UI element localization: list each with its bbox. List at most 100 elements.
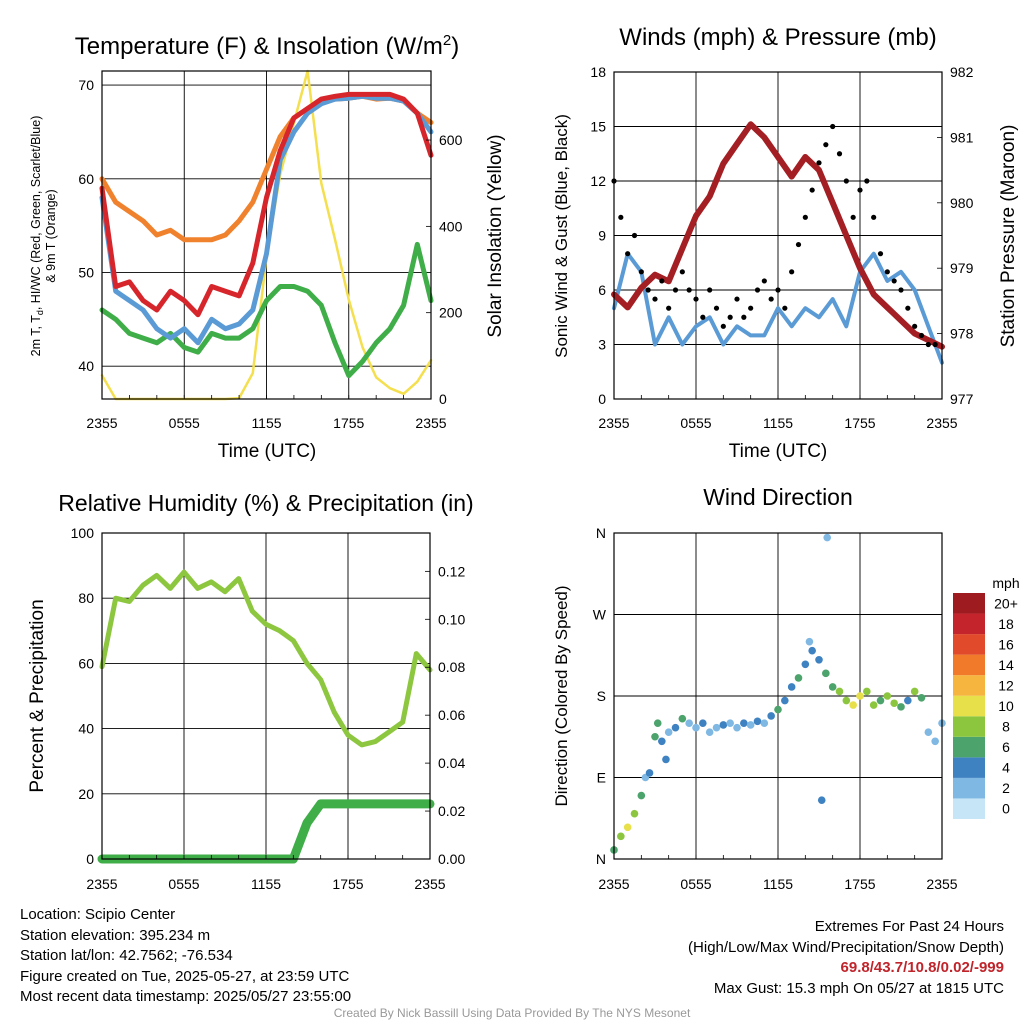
dir-title: Wind Direction [703, 484, 853, 510]
wind-panel: Winds (mph) & Pressure (mb) 2355 0555 1155… [552, 24, 1019, 462]
wind-gust-point [816, 160, 822, 166]
dir-point [653, 719, 662, 727]
temp-gridlines [102, 71, 431, 399]
colorbar-swatch [953, 613, 985, 635]
colorbar-swatch [953, 593, 985, 614]
rh-y2tick-label: 0.02 [438, 803, 465, 819]
dir-xtick-label: 1155 [763, 876, 793, 892]
wind-ytick-label: 0 [598, 391, 606, 407]
wind-gust-point [734, 296, 740, 302]
dir-point [835, 687, 844, 696]
temp-xtick-label: 2355 [86, 415, 117, 431]
dir-point [664, 728, 673, 737]
dir-point [685, 719, 693, 727]
rh-y2tick-label: 0.10 [438, 611, 465, 627]
wind-ytick-label: 15 [590, 119, 606, 135]
colorbar-label: 12 [998, 677, 1014, 693]
wind-gust-point [741, 314, 747, 320]
dir-point [817, 796, 826, 804]
temp-y2tick-label: 400 [439, 218, 463, 234]
rh-y2tick-label: 0.00 [438, 851, 465, 867]
colorbar-swatch [953, 654, 985, 676]
dir-point [637, 791, 646, 800]
wind-y2tick-label: 981 [950, 129, 974, 145]
wind-gust-point [871, 214, 877, 220]
dir-point [645, 769, 654, 777]
dir-point [760, 719, 769, 727]
dir-series [610, 533, 946, 854]
dir-ytick-label: N [596, 851, 606, 867]
colorbar-swatch [953, 675, 985, 696]
colorbar-title: mph [992, 575, 1019, 591]
extremes-info: Extremes For Past 24 Hours (High/Low/Max… [688, 917, 1004, 999]
wind-xtick-label: 0555 [680, 415, 711, 431]
wind-ytick-label: 3 [598, 337, 606, 353]
wind-ytick-label: 18 [590, 64, 606, 80]
dir-point [746, 721, 755, 729]
temp-series [99, 69, 434, 401]
wind-gust-point [768, 296, 774, 302]
colorbar: 0 2 4 6 8 10 12 14 16 18 20+ [953, 593, 1018, 819]
dir-xtick-label: 2355 [926, 876, 957, 892]
dir-point [931, 737, 939, 746]
wind-gust-point [720, 323, 726, 329]
rh-ylabel-left: Percent & Precipitation [27, 599, 48, 792]
rh-y2tick-label: 0.04 [438, 755, 465, 771]
wind-ylabel-left: Sonic Wind & Gust (Blue, Black) [552, 114, 571, 358]
temp-tick-labels: 2355 0555 1155 1755 2355 40 50 60 70 0 200 400 600 [78, 77, 462, 431]
dir-point [753, 717, 762, 726]
colorbar-swatch [953, 716, 985, 737]
wind-gust-point [686, 287, 692, 293]
dir-tick-labels: 2355 0555 1155 1755 2355 N E S W N [593, 525, 958, 892]
rh-ytick-label: 60 [78, 655, 94, 671]
temp-xtick-label: 2355 [415, 415, 446, 431]
wind-gust-point [925, 341, 931, 348]
wind-gust-point [748, 305, 754, 311]
dir-point [917, 694, 926, 702]
dir-point [726, 719, 734, 727]
wind-tick-labels: 2355 0555 1155 1755 2355 0 3 6 9 12 15 18 977 978 979 9… [590, 64, 973, 431]
wind-ytick-label: 9 [598, 228, 606, 244]
wind-gust-point [782, 305, 788, 311]
colorbar-label: 20+ [994, 595, 1018, 611]
station-info: Location: Scipio Center Station elevatio… [20, 905, 351, 1008]
wind-gust-point [652, 296, 658, 302]
wind-gust-point [679, 269, 685, 275]
temp-xtick-label: 1755 [333, 415, 364, 431]
dir-ytick-label: S [597, 688, 606, 704]
rh-ytick-label: 20 [78, 786, 94, 802]
wind-xtick-label: 1155 [763, 415, 793, 431]
rh-ytick-label: 80 [78, 590, 94, 606]
wind-gust-point [659, 278, 665, 284]
wind-series-line [612, 251, 944, 365]
wind-gust-point [727, 314, 733, 320]
wind-gust-point [823, 142, 829, 148]
wind-gust-point [693, 296, 699, 302]
figure-created: Figure created on Tue, 2025-05-27, at 23… [20, 967, 350, 985]
dir-point [699, 719, 707, 727]
wind-gust-point [891, 278, 897, 284]
wind-y2tick-label: 978 [950, 326, 974, 342]
rh-xtick-label: 1755 [332, 876, 363, 892]
dir-point [705, 728, 714, 737]
wind-gust-point [843, 178, 849, 184]
dir-panel: Wind Direction 2355 0555 1155 1755 2355 N E S W N… [552, 484, 1020, 892]
wind-y2tick-label: 982 [950, 64, 974, 80]
dir-gridlines [614, 532, 942, 860]
credit-line: Created By Nick Bassill Using Data Provi… [333, 1006, 691, 1020]
dir-point [662, 755, 670, 764]
wind-xtick-label: 1755 [844, 415, 875, 431]
dir-point [630, 809, 639, 818]
rh-y2tick-label: 0.12 [438, 563, 465, 579]
dir-point [671, 723, 680, 732]
max-gust: Max Gust: 15.3 mph On 05/27 at 1815 UTC [713, 979, 1004, 997]
dir-xtick-label: 2355 [598, 876, 629, 892]
wind-gust-point [912, 323, 918, 329]
colorbar-swatch [953, 757, 985, 778]
colorbar-label: 6 [1002, 739, 1010, 755]
rh-y2tick-label: 0.06 [438, 707, 465, 723]
dir-point [801, 660, 810, 669]
dir-point [822, 669, 830, 678]
temp-ytick-label: 50 [78, 264, 94, 280]
